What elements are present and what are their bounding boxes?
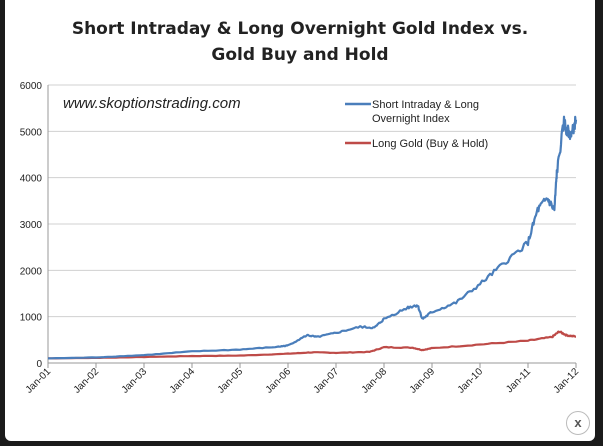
y-tick-label: 1000 — [20, 313, 43, 324]
chart-title-line1: Short Intraday & Long Overnight Gold Ind… — [72, 19, 528, 39]
y-tick-label: 4000 — [20, 174, 43, 185]
y-tick-label: 6000 — [20, 81, 43, 92]
close-button[interactable]: x — [566, 411, 590, 435]
legend-label-index: Short Intraday & Long Overnight Index — [372, 99, 479, 125]
x-tick-label: Jan-11 — [504, 366, 533, 395]
series-line-index — [47, 115, 578, 360]
x-tick-label: Jan-08 — [360, 366, 390, 396]
legend: Short Intraday & Long Overnight Index Lon… — [345, 99, 488, 150]
series-line-gold — [47, 330, 577, 360]
y-tick-label: 2000 — [20, 266, 43, 277]
y-tick-label: 3000 — [20, 220, 43, 231]
y-tick-label: 0 — [36, 359, 42, 370]
chart-title-line2: Gold Buy and Hold — [211, 45, 388, 65]
x-tick-label: Jan-12 — [552, 366, 582, 396]
legend-label-gold: Long Gold (Buy & Hold) — [372, 138, 488, 150]
x-tick-label: Jan-05 — [216, 366, 246, 396]
x-tick-label: Jan-06 — [264, 366, 294, 396]
x-tick-label: Jan-10 — [456, 366, 486, 396]
x-tick-label: Jan-09 — [408, 366, 438, 396]
x-tick-label: Jan-07 — [312, 366, 342, 396]
x-tick-label: Jan-02 — [72, 366, 102, 396]
chart-panel — [5, 0, 595, 441]
x-tick-label: Jan-01 — [24, 366, 54, 396]
y-tick-label: 5000 — [20, 127, 43, 138]
watermark: www.skoptionstrading.com — [63, 95, 241, 112]
x-tick-label: Jan-04 — [168, 366, 198, 396]
x-tick-label: Jan-03 — [120, 366, 150, 396]
